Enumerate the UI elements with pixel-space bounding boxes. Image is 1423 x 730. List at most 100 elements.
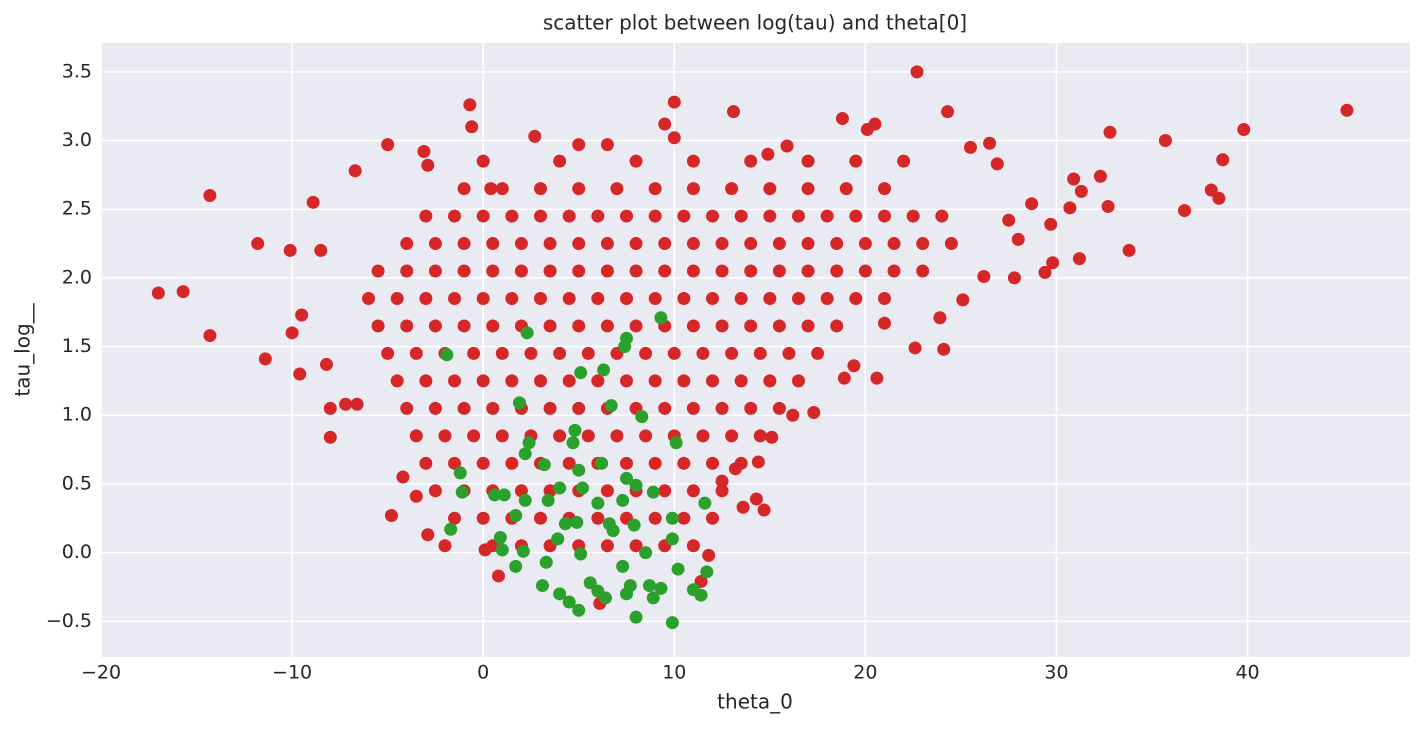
scatter-point <box>706 291 720 305</box>
scatter-point <box>486 237 500 251</box>
scatter-point <box>495 182 509 196</box>
y-tick-label: 1.0 <box>62 404 92 426</box>
scatter-point <box>551 532 565 546</box>
scatter-point <box>648 291 662 305</box>
scatter-point <box>887 264 901 278</box>
scatter-point <box>801 154 815 168</box>
scatter-point <box>476 374 490 388</box>
scatter-point <box>258 352 272 366</box>
scatter-point <box>887 237 901 251</box>
scatter-point <box>562 456 576 470</box>
scatter-point <box>763 291 777 305</box>
scatter-point <box>791 374 805 388</box>
scatter-point <box>990 157 1004 171</box>
y-tick-label: 2.5 <box>62 198 92 220</box>
scatter-point <box>916 237 930 251</box>
scatter-point <box>505 209 519 223</box>
scatter-point <box>629 237 643 251</box>
scatter-point <box>1002 213 1016 227</box>
scatter-point <box>1103 125 1117 139</box>
scatter-point <box>457 401 471 415</box>
scatter-point <box>677 374 691 388</box>
scatter-point <box>421 158 435 172</box>
scatter-point <box>801 182 815 196</box>
scatter-point <box>520 326 534 340</box>
scatter-point <box>323 430 337 444</box>
scatter-point <box>537 458 551 472</box>
scatter-point <box>658 264 672 278</box>
scatter-point <box>780 139 794 153</box>
scatter-point <box>306 195 320 209</box>
scatter-point <box>620 471 634 485</box>
scatter-point <box>419 374 433 388</box>
scatter-point <box>715 319 729 333</box>
scatter-point <box>417 145 431 159</box>
scatter-point <box>495 543 509 557</box>
scatter-point <box>698 496 712 510</box>
x-tick-label: 0 <box>477 662 489 684</box>
scatter-point <box>686 401 700 415</box>
scatter-point <box>534 291 548 305</box>
scatter-point <box>811 346 825 360</box>
scatter-point <box>1212 191 1226 205</box>
scatter-point <box>597 363 611 377</box>
scatter-point <box>524 346 538 360</box>
scatter-point <box>428 401 442 415</box>
scatter-point <box>553 429 567 443</box>
scatter-point <box>562 209 576 223</box>
scatter-point <box>591 496 605 510</box>
scatter-point <box>801 319 815 333</box>
scatter-point <box>686 237 700 251</box>
scatter-point <box>706 374 720 388</box>
scatter-point <box>457 237 471 251</box>
scatter-point <box>610 429 624 443</box>
scatter-point <box>963 140 977 154</box>
scatter-point <box>761 147 775 161</box>
scatter-point <box>1158 134 1172 148</box>
scatter-point <box>1072 252 1086 266</box>
scatter-point <box>667 95 681 109</box>
scatter-point <box>706 511 720 525</box>
scatter-point <box>339 397 353 411</box>
scatter-point <box>600 484 614 498</box>
scatter-point <box>983 136 997 150</box>
scatter-point <box>801 264 815 278</box>
scatter-point <box>488 488 502 502</box>
scatter-point <box>1101 199 1115 213</box>
scatter-point <box>512 396 526 410</box>
scatter-point <box>400 401 414 415</box>
scatter-point <box>476 291 490 305</box>
scatter-point <box>606 524 620 538</box>
scatter-point <box>763 209 777 223</box>
scatter-point <box>877 209 891 223</box>
scatter-point <box>509 559 523 573</box>
scatter-point <box>505 456 519 470</box>
scatter-point <box>522 436 536 450</box>
scatter-point <box>591 511 605 525</box>
scatter-point <box>295 308 309 322</box>
scatter-point <box>706 456 720 470</box>
scatter-point <box>455 485 469 499</box>
scatter-point <box>727 105 741 119</box>
scatter-point <box>648 182 662 196</box>
scatter-point <box>944 237 958 251</box>
scatter-point <box>1067 172 1081 186</box>
scatter-point <box>677 456 691 470</box>
scatter-point <box>572 138 586 152</box>
scatter-point <box>476 154 490 168</box>
scatter-point <box>400 237 414 251</box>
x-tick-label: 40 <box>1235 662 1259 684</box>
scatter-point <box>648 209 662 223</box>
scatter-point <box>1063 201 1077 215</box>
scatter-point <box>791 209 805 223</box>
scatter-point <box>763 374 777 388</box>
scatter-point <box>438 429 452 443</box>
scatter-point <box>791 291 805 305</box>
scatter-point <box>837 371 851 385</box>
scatter-point <box>686 154 700 168</box>
scatter-point <box>151 286 165 300</box>
scatter-point <box>757 503 771 517</box>
scatter-point <box>384 509 398 523</box>
scatter-point <box>350 397 364 411</box>
